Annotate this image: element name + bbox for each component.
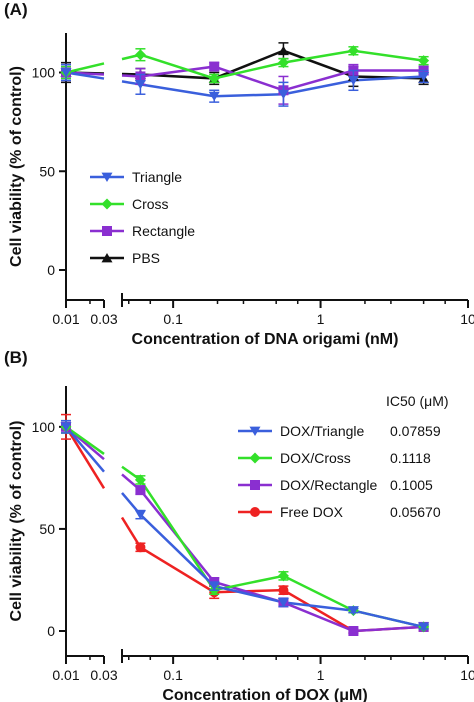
data-point	[134, 79, 146, 90]
x-tick-label: 0.1	[163, 667, 183, 683]
data-point	[418, 55, 430, 67]
x-tick-label: 0.01	[52, 667, 79, 683]
x-tick-label: 10	[460, 667, 474, 683]
series-line-segment	[65, 71, 105, 80]
legend-marker	[249, 426, 261, 436]
data-point	[277, 57, 289, 69]
data-point	[347, 45, 359, 57]
legend-title: IC50 (μM)	[386, 393, 449, 409]
y-axis-label: Cell viability (% of control)	[8, 421, 25, 622]
data-point	[277, 570, 289, 582]
x-tick-label: 0.1	[163, 311, 183, 327]
legend-label: Cross	[132, 196, 169, 212]
data-point	[348, 626, 359, 636]
ic50-value: 0.1005	[390, 477, 433, 493]
data-point	[209, 61, 220, 72]
x-tick-label: 0.03	[90, 311, 117, 327]
legend-marker	[102, 226, 112, 236]
y-tick-label: 100	[32, 65, 56, 81]
y-tick-label: 50	[39, 521, 55, 537]
legend-label: DOX/Triangle	[280, 423, 365, 439]
data-point	[134, 49, 146, 61]
data-point	[347, 76, 359, 86]
ic50-value: 0.07859	[390, 423, 441, 439]
data-point	[135, 542, 146, 553]
legend-label: PBS	[132, 250, 160, 266]
x-tick-label: 1	[317, 667, 325, 683]
series-line-segment	[65, 426, 105, 473]
data-point	[277, 89, 289, 100]
x-tick-label: 0.01	[52, 311, 79, 327]
legend-marker	[101, 198, 113, 210]
y-tick-label: 100	[32, 419, 56, 435]
data-point	[60, 68, 72, 78]
x-tick-label: 1	[317, 311, 325, 327]
data-point	[418, 72, 430, 82]
ic50-value: 0.05670	[390, 504, 441, 520]
series-line	[120, 516, 424, 633]
x-axis-label: Concentration of DOX (μM)	[162, 687, 367, 702]
legend-marker	[250, 480, 260, 490]
data-point	[277, 45, 289, 56]
legend-marker	[249, 452, 261, 464]
x-tick-label: 0.03	[90, 667, 117, 683]
legend-label: Rectangle	[132, 223, 195, 239]
chart-panel-b: 0 50 100 0.01 0.03 0.1 1 10 Concentration of DOX…	[8, 386, 474, 702]
legend-marker	[250, 507, 260, 517]
panel-b-label: (B)	[4, 348, 28, 367]
chart-panel-a: 0 50 100 0.01 0.03 0.1 1 10 Concentration of DNA…	[8, 33, 474, 348]
data-point	[208, 91, 220, 102]
legend-label: Free DOX	[280, 504, 344, 520]
x-tick-label: 10	[460, 311, 474, 327]
y-tick-label: 0	[47, 623, 55, 639]
legend-label: DOX/Rectangle	[280, 477, 377, 493]
series-line	[121, 465, 424, 629]
series-line	[121, 473, 424, 633]
data-point	[418, 622, 430, 632]
data-point	[347, 606, 359, 616]
legend-label: Triangle	[132, 169, 182, 185]
series-line-segment	[65, 62, 105, 74]
data-point	[208, 72, 220, 84]
y-tick-label: 0	[47, 262, 55, 278]
series-line	[121, 492, 424, 629]
data-point	[134, 474, 146, 486]
ic50-value: 0.1118	[390, 450, 431, 466]
series-line-segment	[64, 426, 106, 489]
legend-label: DOX/Cross	[280, 450, 351, 466]
x-axis-label: Concentration of DNA origami (nM)	[132, 331, 399, 348]
data-point	[277, 598, 289, 608]
y-tick-label: 50	[39, 163, 55, 179]
data-point	[208, 581, 220, 592]
legend-marker	[101, 253, 113, 263]
data-point	[278, 585, 289, 596]
series-line-segment	[65, 425, 105, 455]
data-point	[135, 485, 146, 496]
y-axis-label: Cell viability (% of control)	[8, 66, 25, 267]
data-point	[134, 510, 146, 520]
data-point	[60, 422, 72, 432]
panel-a-label: (A)	[4, 0, 28, 19]
legend-marker	[101, 172, 113, 182]
